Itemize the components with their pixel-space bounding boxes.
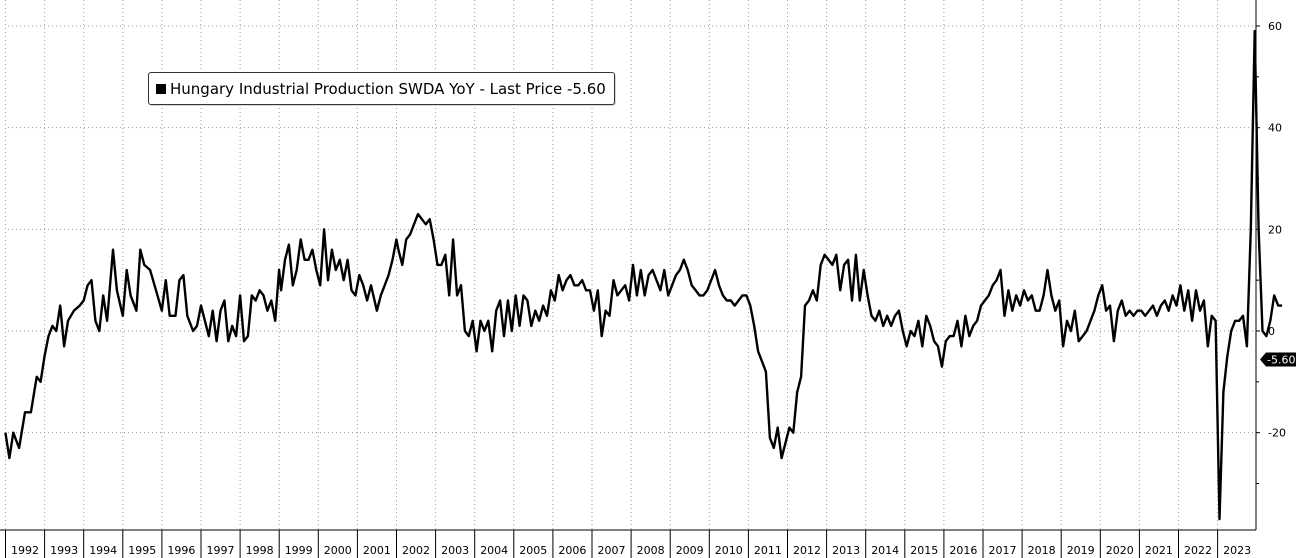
y-tick-label: 0 xyxy=(1268,325,1275,338)
x-tick-label: 2009 xyxy=(676,544,704,557)
x-tick-label: 2006 xyxy=(558,544,586,557)
x-tick-label: 1995 xyxy=(128,544,156,557)
x-axis: 1992 1993 1994 1995 1996 1997 1998 1999 2000 2001… xyxy=(0,529,1256,558)
series-line xyxy=(4,29,1283,521)
x-tick-label: 2010 xyxy=(715,544,743,557)
x-tick-label: 1994 xyxy=(89,544,117,557)
x-tick-label: 1997 xyxy=(207,544,235,557)
x-tick-label: 2002 xyxy=(402,544,430,557)
x-tick-label: 2001 xyxy=(363,544,391,557)
x-tick-label: 2023 xyxy=(1223,544,1251,557)
x-tick-label: 2011 xyxy=(754,544,782,557)
x-tick-label: 2003 xyxy=(441,544,469,557)
last-price-tag: -5.60 xyxy=(1260,352,1296,367)
x-tick-label: 2016 xyxy=(949,544,977,557)
x-tick-label: 2015 xyxy=(910,544,938,557)
x-tick-label: 2012 xyxy=(793,544,821,557)
y-tick-label: 60 xyxy=(1268,20,1282,33)
y-tick-label: 40 xyxy=(1268,122,1282,135)
x-tick-label: 2000 xyxy=(324,544,352,557)
x-tick-label: 2013 xyxy=(832,544,860,557)
legend: Hungary Industrial Production SWDA YoY -… xyxy=(148,72,615,105)
x-tick-label: 2007 xyxy=(598,544,626,557)
x-tick-label: 2008 xyxy=(637,544,665,557)
x-tick-label: 2019 xyxy=(1067,544,1095,557)
x-tick-label: 2020 xyxy=(1106,544,1134,557)
legend-label: Hungary Industrial Production SWDA YoY -… xyxy=(170,79,606,98)
y-tick-label: -20 xyxy=(1268,427,1286,440)
x-tick-label: 1998 xyxy=(246,544,274,557)
x-tick-label: 1999 xyxy=(285,544,313,557)
series-line-group xyxy=(4,29,1283,521)
x-tick-label: 2021 xyxy=(1145,544,1173,557)
x-tick-label: 1996 xyxy=(167,544,195,557)
x-tick-label: 2017 xyxy=(989,544,1017,557)
x-tick-label: 2018 xyxy=(1028,544,1056,557)
y-tick-label: 20 xyxy=(1268,223,1282,236)
last-price-tag-shape xyxy=(1260,352,1296,367)
y-axis: 60 40 20 0 -20 xyxy=(1255,0,1286,530)
x-tick-label: 1993 xyxy=(50,544,78,557)
x-tick-label: 2022 xyxy=(1184,544,1212,557)
x-tick-label: 2005 xyxy=(519,544,547,557)
legend-swatch-icon xyxy=(156,83,166,94)
x-tick-label: 2014 xyxy=(871,544,899,557)
last-price-tag-text: -5.60 xyxy=(1267,353,1295,366)
x-tick-label: 1992 xyxy=(11,544,39,557)
x-tick-label: 2004 xyxy=(480,544,508,557)
